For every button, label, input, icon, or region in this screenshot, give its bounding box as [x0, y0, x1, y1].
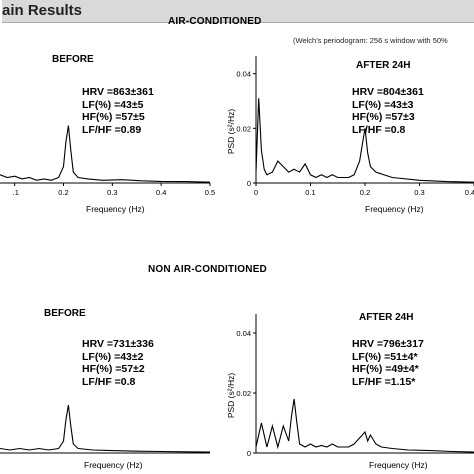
label-ac-before: BEFORE — [52, 54, 94, 65]
section-ac-title: AIR-CONDITIONED — [168, 16, 262, 27]
results-title: ain Results — [2, 2, 83, 19]
stat-hf: HF(%) =57±5 — [82, 111, 145, 123]
x-tick-label: 0.2 — [360, 188, 370, 197]
section-nonac-title: NON AIR-CONDITIONED — [148, 264, 267, 275]
x-tick-label: 0.4 — [156, 188, 166, 197]
stat-lf: LF(%) =43±3 — [352, 98, 414, 111]
x-axis-label: Frequency (Hz) — [84, 460, 143, 470]
y-tick-label: 0.04 — [236, 70, 251, 79]
stat-hf: HF(%) =49±4* — [352, 363, 419, 375]
psd-series-line — [255, 398, 474, 453]
stat-hrv: HRV =863±361 — [82, 86, 154, 98]
results-title-bar: ain Results — [2, 0, 474, 23]
panel-ac-before: .1 0.2 0.3 0.4 0.5 Frequency (Hz) — [0, 125, 215, 214]
stats-nonac-after: HRV =796±317 LF(%) =51±4* HF(%) =49±4* L… — [352, 338, 424, 388]
panel-nonac-after: 0 0.02 0.04 Frequency (Hz) PSD (s²/Hz) — [226, 314, 474, 470]
stat-hrv: HRV =804±361 — [352, 86, 424, 98]
panel-nonac-before: Frequency (Hz) — [0, 404, 211, 470]
stat-lfhf: LF/HF =0.89 — [82, 123, 142, 136]
stat-lfhf: LF/HF =1.15* — [352, 375, 416, 388]
stat-hrv: HRV =796±317 — [352, 338, 424, 350]
stats-ac-after: HRV =804±361 LF(%) =43±3 HF(%) =57±3 LF/… — [352, 86, 424, 136]
x-tick-label: 0.2 — [58, 188, 68, 197]
label-nonac-after: AFTER 24H — [359, 312, 414, 323]
stat-hf: HF(%) =57±3 — [352, 111, 415, 123]
x-tick-label: 0.1 — [305, 188, 315, 197]
x-tick-label: 0 — [254, 188, 258, 197]
stats-ac-before: HRV =863±361 LF(%) =43±5 HF(%) =57±5 LF/… — [82, 86, 154, 136]
y-tick-label: 0 — [247, 179, 251, 188]
y-tick-label: 0.04 — [236, 329, 251, 338]
y-axis-label: PSD (s²/Hz) — [226, 373, 236, 419]
stat-lf: LF(%) =43±5 — [82, 98, 144, 111]
x-axis-label: Frequency (Hz) — [369, 460, 428, 470]
x-axis-label: Frequency (Hz) — [86, 204, 145, 214]
psd-series-line — [0, 404, 211, 453]
psd-series-line — [0, 125, 211, 183]
method-note: (Welch's periodogram: 256 s window with … — [293, 36, 448, 45]
x-tick-label: 0.3 — [107, 188, 117, 197]
label-nonac-before: BEFORE — [44, 308, 86, 319]
y-tick-label: 0 — [247, 449, 251, 458]
x-tick-label: 0.3 — [414, 188, 424, 197]
stat-lf: LF(%) =51±4* — [352, 350, 418, 363]
stat-hrv: HRV =731±336 — [82, 338, 154, 350]
x-axis-label: Frequency (Hz) — [365, 204, 424, 214]
stat-hf: HF(%) =57±2 — [82, 363, 145, 375]
x-tick-label: .1 — [13, 188, 19, 197]
stat-lfhf: LF/HF =0.8 — [82, 375, 136, 388]
label-ac-after: AFTER 24H — [356, 60, 411, 71]
stat-lf: LF(%) =43±2 — [82, 350, 144, 363]
stats-nonac-before: HRV =731±336 LF(%) =43±2 HF(%) =57±2 LF/… — [82, 338, 154, 388]
y-tick-label: 0.02 — [236, 389, 251, 398]
psd-series-line — [255, 98, 474, 183]
y-tick-label: 0.02 — [236, 124, 251, 133]
x-tick-label: 0.5 — [205, 188, 215, 197]
panel-ac-after: 0 0.02 0.04 0 0.1 0.2 0.3 0.4 Frequency (Hz) PSD … — [226, 56, 474, 214]
y-axis-label: PSD (s²/Hz) — [226, 109, 236, 155]
x-tick-label: 0.4 — [465, 188, 474, 197]
